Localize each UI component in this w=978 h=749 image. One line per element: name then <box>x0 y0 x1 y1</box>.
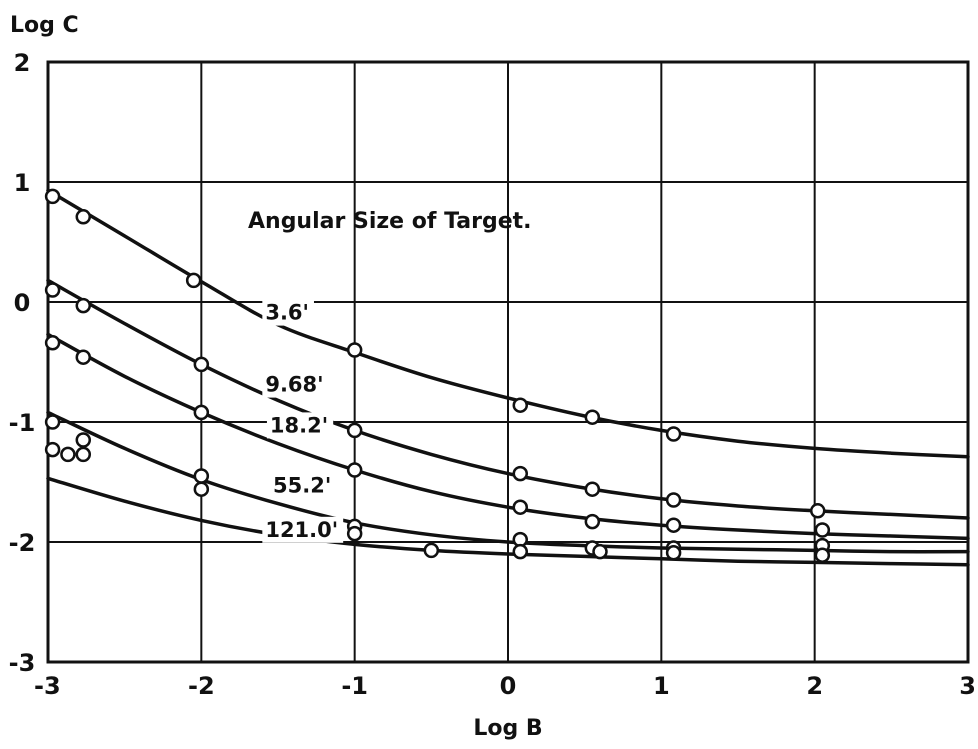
data-point <box>193 481 210 497</box>
data-point <box>346 342 363 358</box>
curve-label: 9.68' <box>265 373 323 397</box>
data-point <box>44 335 61 351</box>
data-point <box>809 503 826 519</box>
y-tick-label: 0 <box>14 289 31 317</box>
data-point <box>814 547 831 563</box>
curve-label: 18.2' <box>270 413 328 437</box>
data-point <box>346 462 363 478</box>
x-tick-label: -1 <box>341 672 368 700</box>
curve-label: 3.6' <box>265 301 309 325</box>
data-point <box>75 432 92 448</box>
x-tick-labels: -3 -2 -1 0 1 2 3 <box>34 672 976 700</box>
x-tick-label: 1 <box>653 672 670 700</box>
data-point <box>512 465 529 482</box>
curve-label: 55.2' <box>273 473 331 497</box>
data-point <box>592 543 608 560</box>
y-tick-labels: 2 1 0 -1 -2 -3 <box>9 49 36 677</box>
data-point <box>512 499 529 515</box>
x-tick-label: 3 <box>959 672 976 700</box>
data-point <box>193 468 210 484</box>
data-point <box>346 422 363 439</box>
data-point <box>665 426 682 442</box>
data-point <box>665 517 682 533</box>
data-point <box>193 404 210 421</box>
y-tick-label: 2 <box>14 49 31 77</box>
series-curve <box>46 476 970 567</box>
data-point <box>814 522 831 538</box>
grid <box>48 62 968 662</box>
curve-label-background <box>262 371 329 398</box>
data-point <box>44 282 61 298</box>
curve-labels: 3.6' 9.68' 18.2' 55.2' 121.0' <box>262 299 344 543</box>
curve-label-background <box>262 516 344 543</box>
data-point <box>44 414 61 430</box>
plot-area-frame <box>46 60 970 664</box>
x-tick-label: 0 <box>500 672 517 700</box>
curve-label-background <box>266 412 334 439</box>
data-point <box>75 209 92 225</box>
data-point <box>665 492 682 508</box>
x-tick-label: 2 <box>806 672 823 700</box>
y-axis-title: Log C <box>10 13 79 38</box>
x-tick-label: -2 <box>188 672 215 700</box>
data-point <box>193 356 210 373</box>
data-point <box>665 545 682 561</box>
x-axis-title: Log B <box>473 716 542 741</box>
y-tick-label: -3 <box>9 649 36 677</box>
data-point <box>75 349 92 365</box>
curve-label-background <box>262 299 314 326</box>
data-point <box>75 297 92 314</box>
data-point <box>185 272 202 289</box>
curve-label: 121.0' <box>265 518 338 542</box>
data-point <box>584 481 601 497</box>
data-point <box>44 188 61 205</box>
data-point <box>44 441 61 458</box>
data-point <box>512 397 529 413</box>
data-point <box>346 525 363 542</box>
data-point <box>60 446 76 463</box>
y-tick-label: -2 <box>9 529 36 557</box>
data-point <box>584 409 601 425</box>
data-point <box>423 542 440 559</box>
data-point <box>584 513 601 530</box>
x-tick-label: -3 <box>34 672 61 700</box>
data-points <box>44 188 831 563</box>
data-point <box>512 543 529 560</box>
y-tick-label: -1 <box>9 409 36 437</box>
data-point <box>75 446 92 463</box>
curve-label-background <box>270 472 337 499</box>
annotation-angular-size: Angular Size of Target. <box>248 209 532 234</box>
y-tick-label: 1 <box>14 169 31 197</box>
